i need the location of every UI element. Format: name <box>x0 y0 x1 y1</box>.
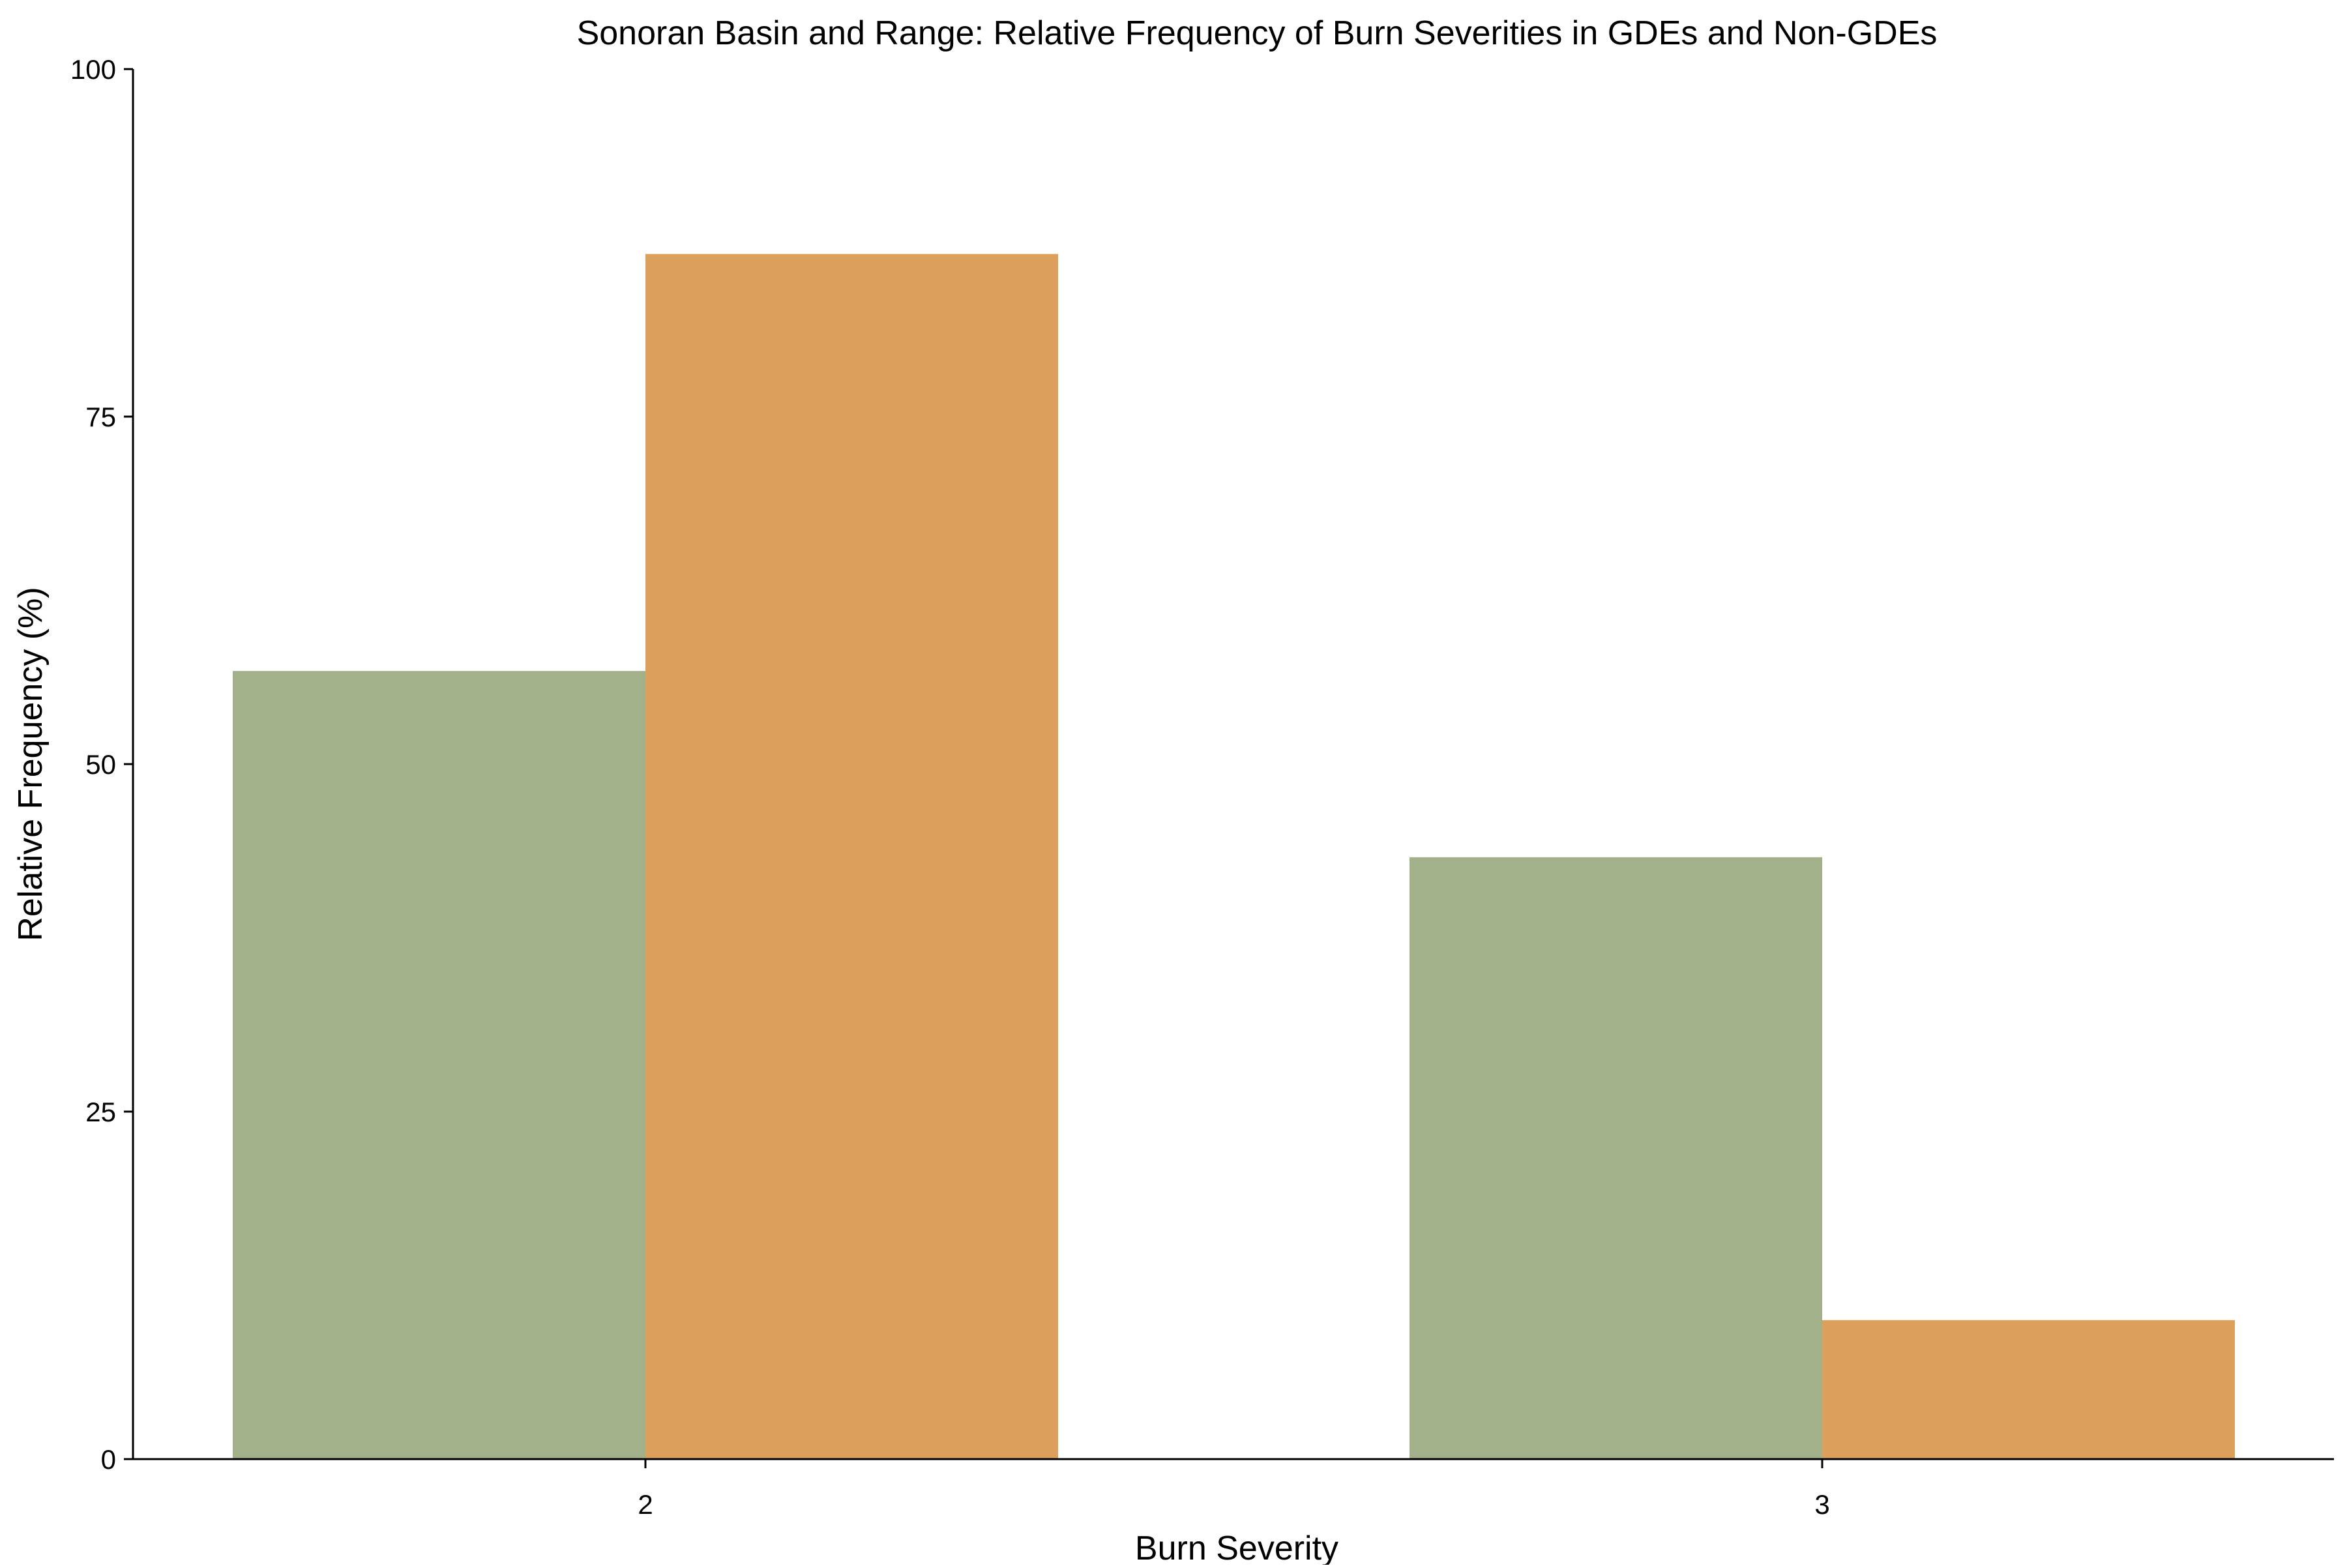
x-tick-label: 2 <box>638 1489 653 1520</box>
bar-series-1-category-3 <box>1410 857 1822 1459</box>
bar-series-2-category-2 <box>645 254 1058 1459</box>
y-tick-label: 25 <box>85 1097 116 1127</box>
y-tick-label: 0 <box>101 1444 116 1475</box>
bar-series-1-category-2 <box>233 671 645 1459</box>
y-tick-label: 50 <box>85 749 116 780</box>
x-tick-label: 3 <box>1814 1489 1829 1520</box>
chart-title: Sonoran Basin and Range: Relative Freque… <box>577 14 1938 52</box>
x-axis-label: Burn Severity <box>1135 1530 1338 1565</box>
y-axis: 0 25 50 75 100 <box>70 54 134 1475</box>
bars-group <box>233 254 2235 1459</box>
y-tick-label: 100 <box>70 54 116 85</box>
bar-series-2-category-3 <box>1822 1320 2235 1459</box>
y-axis-label: Relative Frequency (%) <box>12 587 50 941</box>
y-tick-label: 75 <box>85 402 116 432</box>
